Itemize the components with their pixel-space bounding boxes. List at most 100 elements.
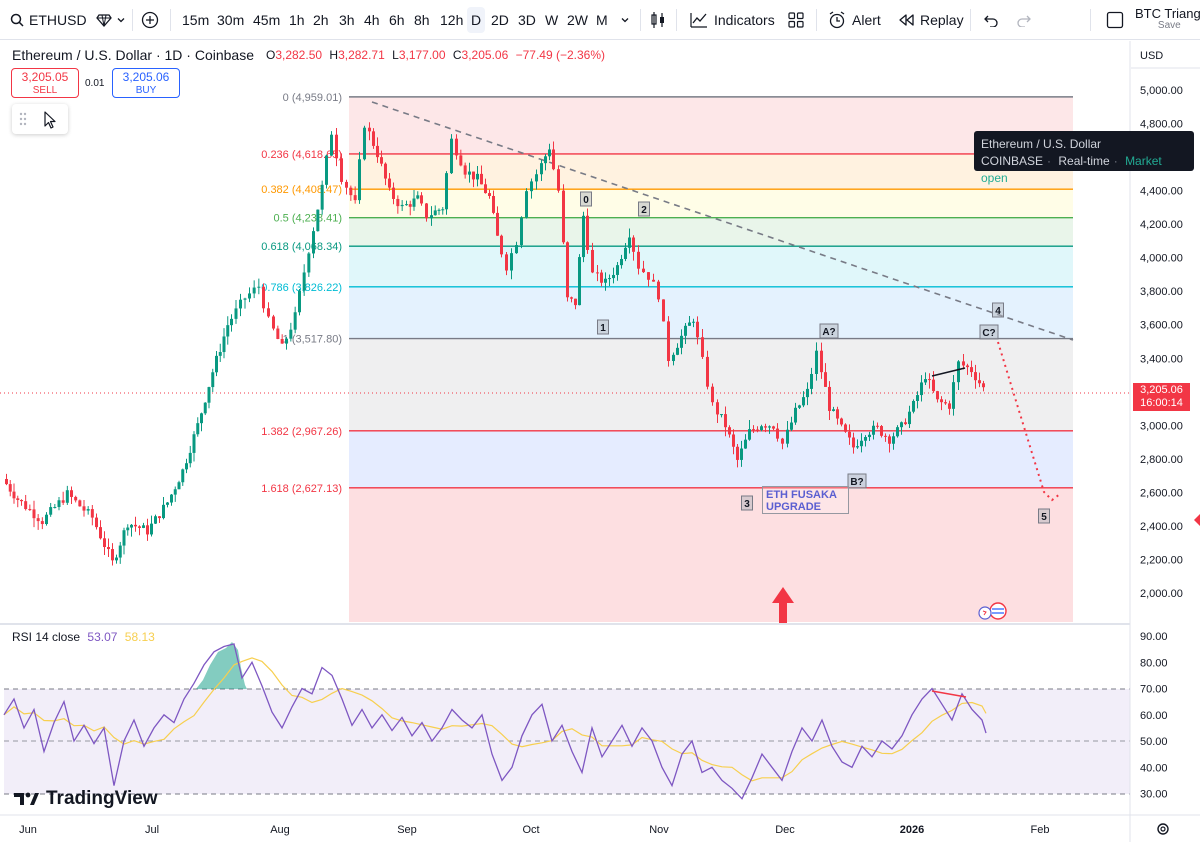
interval-1h[interactable]: 1h [289, 12, 305, 28]
indicators-button[interactable]: Indicators [690, 0, 775, 40]
wave-label-text: 5 [1041, 512, 1047, 523]
tradingview-logo[interactable]: TradingView [14, 788, 158, 810]
rsi-label[interactable]: RSI 14 close [12, 630, 81, 644]
candle-body [78, 500, 82, 507]
price-axis-currency[interactable]: USD [1140, 50, 1163, 62]
candle-body [74, 496, 78, 501]
candle-body [570, 297, 573, 299]
candle-body [924, 379, 927, 383]
undo-button[interactable] [983, 0, 999, 40]
candle-body [285, 338, 288, 344]
candle-body [616, 265, 619, 275]
wave-label-box[interactable] [992, 302, 1004, 318]
interval-8h[interactable]: 8h [414, 12, 430, 28]
wave-label-box[interactable] [819, 323, 839, 339]
replay-button[interactable]: Replay [898, 0, 964, 40]
legend-ohlc: O3,282.50 H3,282.71 L3,177.00 C3,205.06 … [262, 48, 605, 62]
price-axis-label: 4,800.00 [1140, 119, 1183, 131]
candle-body [239, 299, 242, 309]
interval-dropdown-button[interactable] [620, 0, 630, 40]
rsi-axis-labels[interactable]: 90.00 80.00 70.00 60.00 50.00 40.00 30.00 [1140, 631, 1168, 801]
interval-2d[interactable]: 2D [491, 12, 509, 28]
wave-label-box[interactable] [597, 319, 609, 335]
candle-body [574, 298, 577, 306]
candle-body [8, 484, 12, 492]
tradingview-logo-icon [14, 792, 39, 805]
candle-body [500, 235, 503, 255]
price-divergence-line[interactable] [931, 367, 966, 377]
candle-body [276, 328, 280, 339]
candle-body [966, 365, 969, 368]
candle-body [65, 490, 69, 503]
wave-label-box[interactable] [741, 495, 753, 511]
scroll-right-icon[interactable] [1194, 514, 1200, 526]
drag-handle-icon[interactable] [19, 112, 27, 126]
interval-w[interactable]: W [545, 12, 559, 28]
candle-body [24, 501, 28, 510]
add-symbol-button[interactable] [141, 0, 159, 40]
interval-3h[interactable]: 3h [339, 12, 355, 28]
interval-2h[interactable]: 2h [313, 12, 329, 28]
candle-body [798, 405, 801, 408]
candle-body [138, 526, 141, 528]
candle-body [920, 382, 923, 396]
candle-body [600, 272, 603, 283]
rsi-divergence-line[interactable] [931, 690, 967, 698]
time-axis-labels[interactable]: Jun Jul Aug Sep Oct Nov Dec 2026 Feb [19, 824, 1049, 836]
candle-body [134, 524, 137, 527]
interval-m[interactable]: M [596, 12, 608, 28]
candle-body [548, 149, 551, 157]
cursor-arrow-icon[interactable] [44, 111, 56, 129]
sell-button[interactable]: 3,205.05 SELL [11, 68, 79, 98]
layout-button[interactable]: BTC Triangl Save [1106, 0, 1200, 40]
chart-type-button[interactable] [650, 0, 666, 40]
candle-body [472, 171, 475, 180]
rsi-axis-label: 80.00 [1140, 657, 1168, 669]
candle-body [12, 491, 16, 499]
candle-body [928, 379, 931, 381]
candle-body [768, 426, 771, 428]
candle-body [162, 504, 165, 519]
interval-12h[interactable]: 12h [440, 12, 464, 28]
candle-body [480, 173, 483, 185]
economic-events-icon[interactable] [978, 602, 1007, 620]
descending-trend-line[interactable] [371, 101, 1074, 341]
interval-45m[interactable]: 45m [253, 12, 281, 28]
candle-body [591, 249, 594, 273]
time-axis-label: Feb [1031, 824, 1050, 836]
interval-30m[interactable]: 30m [217, 12, 245, 28]
candle-body [740, 448, 743, 460]
interval-4h[interactable]: 4h [364, 12, 380, 28]
eth-fusaka-annotation[interactable]: ETH FUSAKA UPGRADE [762, 486, 849, 514]
redo-button[interactable] [1016, 0, 1032, 40]
interval-2w[interactable]: 2W [567, 12, 588, 28]
wave-label-box[interactable] [580, 191, 592, 207]
candle-body [32, 509, 36, 519]
rsi-legend: RSI 14 close 53.07 58.13 [12, 630, 155, 644]
candle-body [192, 434, 196, 453]
time-axis-label: Sep [397, 824, 417, 836]
buy-button[interactable]: 3,205.06 BUY [112, 68, 180, 98]
wave-label-box[interactable] [638, 201, 650, 217]
templates-button[interactable] [788, 0, 804, 40]
compare-symbol-button[interactable] [96, 0, 126, 40]
time-axis-label: Aug [270, 824, 290, 836]
legend-title[interactable]: Ethereum / U.S. Dollar · 1D · Coinbase [12, 47, 254, 63]
chart-canvas[interactable]: 0 (4,959.01) 0.236 (4,618.65) 0.382 (4,408… [0, 41, 1200, 842]
interval-15m[interactable]: 15m [182, 12, 210, 28]
interval-6h[interactable]: 6h [389, 12, 405, 28]
symbol-search[interactable]: ETHUSD [10, 0, 87, 40]
alert-button[interactable]: Alert [828, 0, 881, 40]
candle-body [586, 215, 589, 250]
interval-3d[interactable]: 3D [518, 12, 536, 28]
wave-label-box[interactable] [847, 473, 867, 489]
fib-zone [349, 430, 1073, 488]
wave-label-box[interactable] [1038, 508, 1050, 524]
candle-body [230, 318, 233, 326]
rsi-value: 53.07 [87, 630, 118, 644]
candle-body [468, 171, 471, 175]
candle-body [430, 215, 433, 219]
settings-gear-icon[interactable] [1157, 823, 1169, 835]
wave-label-box[interactable] [979, 324, 999, 340]
interval-d[interactable]: D [467, 7, 486, 33]
